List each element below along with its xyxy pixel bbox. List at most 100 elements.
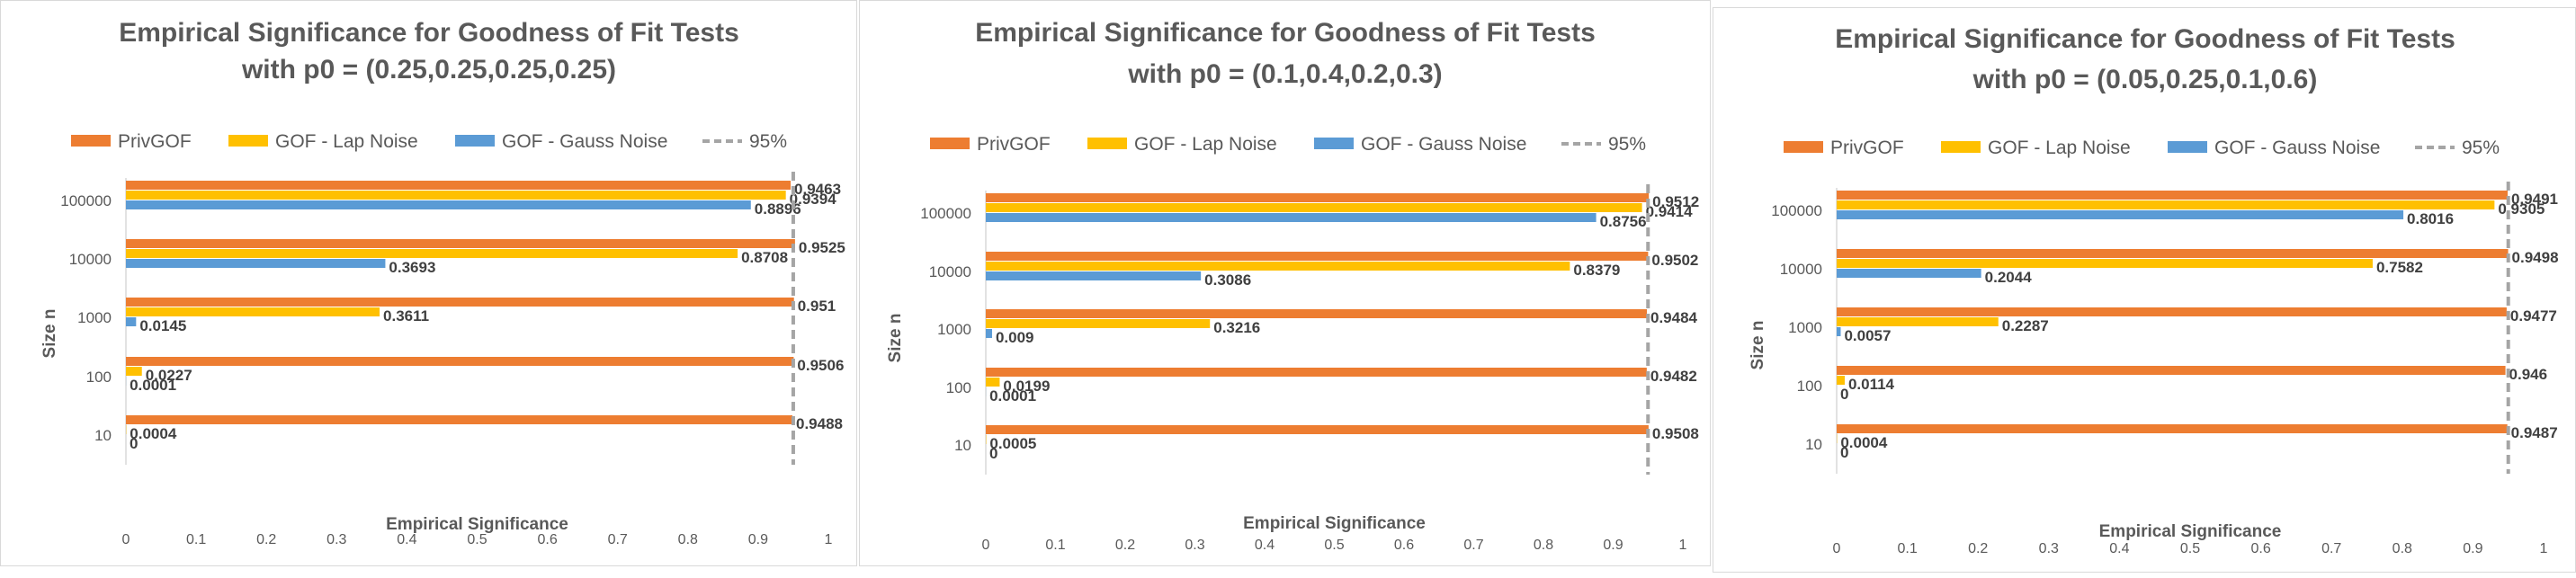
bar-gof-lap-noise-10000 bbox=[126, 249, 738, 258]
data-label: 0.9305 bbox=[2498, 200, 2545, 218]
bar-gof-gauss-noise-10000 bbox=[986, 271, 1201, 280]
x-tick-label: 0.3 bbox=[2039, 541, 2059, 556]
bar-gof-gauss-noise-10000 bbox=[1837, 269, 1981, 278]
legend-label-3: GOF - Gauss Noise bbox=[1361, 134, 1526, 155]
bar-gof-lap-noise-10000 bbox=[1837, 259, 2373, 268]
data-label: 0.3693 bbox=[389, 259, 435, 276]
data-label: 0.9508 bbox=[1652, 425, 1699, 442]
data-label: 0.3086 bbox=[1204, 271, 1251, 289]
y-tick-label: 100000 bbox=[60, 192, 112, 209]
legend-label-4: 95% bbox=[749, 131, 787, 152]
data-label: 0.3611 bbox=[383, 307, 429, 325]
y-tick-label: 1000 bbox=[937, 321, 971, 338]
x-tick-label: 0.3 bbox=[326, 532, 346, 547]
x-tick-label: 0.6 bbox=[537, 532, 557, 547]
bar-privgof-10000 bbox=[986, 252, 1648, 261]
data-label: 0.3216 bbox=[1213, 319, 1260, 336]
x-tick-label: 1 bbox=[1679, 538, 1687, 553]
data-label: 0 bbox=[1840, 444, 1848, 461]
chart-panel-1: Empirical Significance for Goodness of F… bbox=[0, 0, 857, 566]
data-label: 0 bbox=[989, 445, 997, 462]
data-label: 0.2287 bbox=[2002, 317, 2049, 334]
x-tick-label: 0 bbox=[122, 532, 130, 547]
x-tick-label: 0.5 bbox=[467, 532, 487, 547]
y-tick-label: 10 bbox=[1805, 436, 1822, 453]
x-tick-label: 0.1 bbox=[1045, 538, 1065, 553]
y-tick-label: 10 bbox=[94, 427, 112, 444]
y-tick-label: 10 bbox=[954, 437, 971, 454]
bar-privgof-100 bbox=[126, 357, 793, 366]
data-label: 0.951 bbox=[798, 298, 836, 315]
y-tick-label: 100 bbox=[946, 379, 971, 396]
data-label: 0.8708 bbox=[741, 249, 788, 266]
bar-gof-lap-noise-1000 bbox=[986, 319, 1210, 328]
bar-privgof-10000 bbox=[126, 239, 795, 248]
y-tick-label: 1000 bbox=[77, 309, 112, 326]
x-tick-label: 0.2 bbox=[1115, 538, 1135, 553]
bar-privgof-100000 bbox=[1837, 191, 2508, 200]
bar-gof-gauss-noise-100000 bbox=[986, 213, 1597, 222]
legend-label-2: GOF - Lap Noise bbox=[275, 131, 418, 152]
chart-title-line-2: with p0 = (0.1,0.4,0.2,0.3) bbox=[1127, 59, 1442, 89]
bar-gof-lap-noise-10000 bbox=[986, 262, 1570, 271]
x-axis-label: Empirical Significance bbox=[1243, 514, 1426, 533]
bar-privgof-10 bbox=[986, 425, 1649, 434]
data-label: 0.8756 bbox=[1600, 213, 1647, 230]
data-label: 0.2044 bbox=[1985, 269, 2033, 286]
y-axis-label: Size n bbox=[1749, 321, 1767, 370]
chart-panel-3: Empirical Significance for Goodness of F… bbox=[1713, 7, 2576, 573]
bar-gof-gauss-noise-10000 bbox=[126, 259, 385, 268]
legend-label-1: PrivGOF bbox=[1830, 138, 1904, 158]
data-label: 0.0001 bbox=[130, 377, 176, 394]
x-tick-label: 0.1 bbox=[1897, 541, 1917, 556]
bar-gof-lap-noise-1000 bbox=[126, 307, 380, 316]
x-tick-label: 0.5 bbox=[1324, 538, 1344, 553]
bar-gof-gauss-noise-1000 bbox=[986, 329, 992, 338]
data-label: 0.7582 bbox=[2376, 259, 2423, 276]
y-tick-label: 100 bbox=[1797, 378, 1822, 395]
bar-gof-lap-noise-100000 bbox=[986, 203, 1642, 212]
x-tick-label: 0.4 bbox=[1255, 538, 1275, 553]
x-axis-label: Empirical Significance bbox=[386, 515, 568, 534]
bar-gof-gauss-noise-100000 bbox=[1837, 210, 2403, 219]
chart-svg-1: Empirical Significance for Goodness of F… bbox=[1, 1, 858, 567]
y-tick-label: 100000 bbox=[1771, 202, 1822, 219]
bar-privgof-1000 bbox=[986, 309, 1647, 318]
legend-swatch-2 bbox=[1941, 141, 1981, 153]
x-tick-label: 0.7 bbox=[1463, 538, 1483, 553]
x-tick-label: 0.9 bbox=[748, 532, 768, 547]
data-label: 0.9414 bbox=[1646, 203, 1694, 220]
chart-svg-3: Empirical Significance for Goodness of F… bbox=[1713, 8, 2576, 574]
bar-gof-lap-noise-100 bbox=[986, 378, 999, 387]
x-tick-label: 0.3 bbox=[1185, 538, 1204, 553]
data-label: 0.0001 bbox=[989, 387, 1036, 405]
legend-label-3: GOF - Gauss Noise bbox=[502, 131, 667, 152]
chart-title-line-2: with p0 = (0.25,0.25,0.25,0.25) bbox=[241, 55, 616, 84]
bar-privgof-10 bbox=[1837, 424, 2508, 433]
data-label: 0.8016 bbox=[2407, 210, 2454, 227]
data-label: 0.0145 bbox=[139, 317, 186, 334]
legend-swatch-3 bbox=[455, 135, 495, 147]
chart-title-line-1: Empirical Significance for Goodness of F… bbox=[975, 18, 1596, 48]
data-label: 0.9477 bbox=[2510, 307, 2557, 325]
legend-swatch-2 bbox=[228, 135, 268, 147]
data-label: 0.9525 bbox=[799, 239, 845, 256]
x-tick-label: 0.5 bbox=[2180, 541, 2200, 556]
legend-label-3: GOF - Gauss Noise bbox=[2214, 138, 2380, 158]
data-label: 0 bbox=[1840, 386, 1848, 403]
legend-label-1: PrivGOF bbox=[977, 134, 1051, 155]
x-tick-label: 0.1 bbox=[186, 532, 206, 547]
bar-privgof-100 bbox=[986, 368, 1647, 377]
x-tick-label: 0.6 bbox=[1394, 538, 1414, 553]
bar-gof-lap-noise-100 bbox=[1837, 376, 1845, 385]
x-tick-label: 1 bbox=[825, 532, 833, 547]
legend-swatch-3 bbox=[2168, 141, 2207, 153]
y-axis-label: Size n bbox=[886, 314, 905, 363]
x-tick-label: 0.2 bbox=[1968, 541, 1988, 556]
legend-swatch-3 bbox=[1314, 138, 1354, 149]
y-tick-label: 1000 bbox=[1788, 319, 1822, 336]
x-tick-label: 0.4 bbox=[397, 532, 416, 547]
y-tick-label: 10000 bbox=[69, 251, 112, 268]
data-label: 0.0114 bbox=[1848, 376, 1895, 393]
x-tick-label: 0.9 bbox=[1603, 538, 1623, 553]
